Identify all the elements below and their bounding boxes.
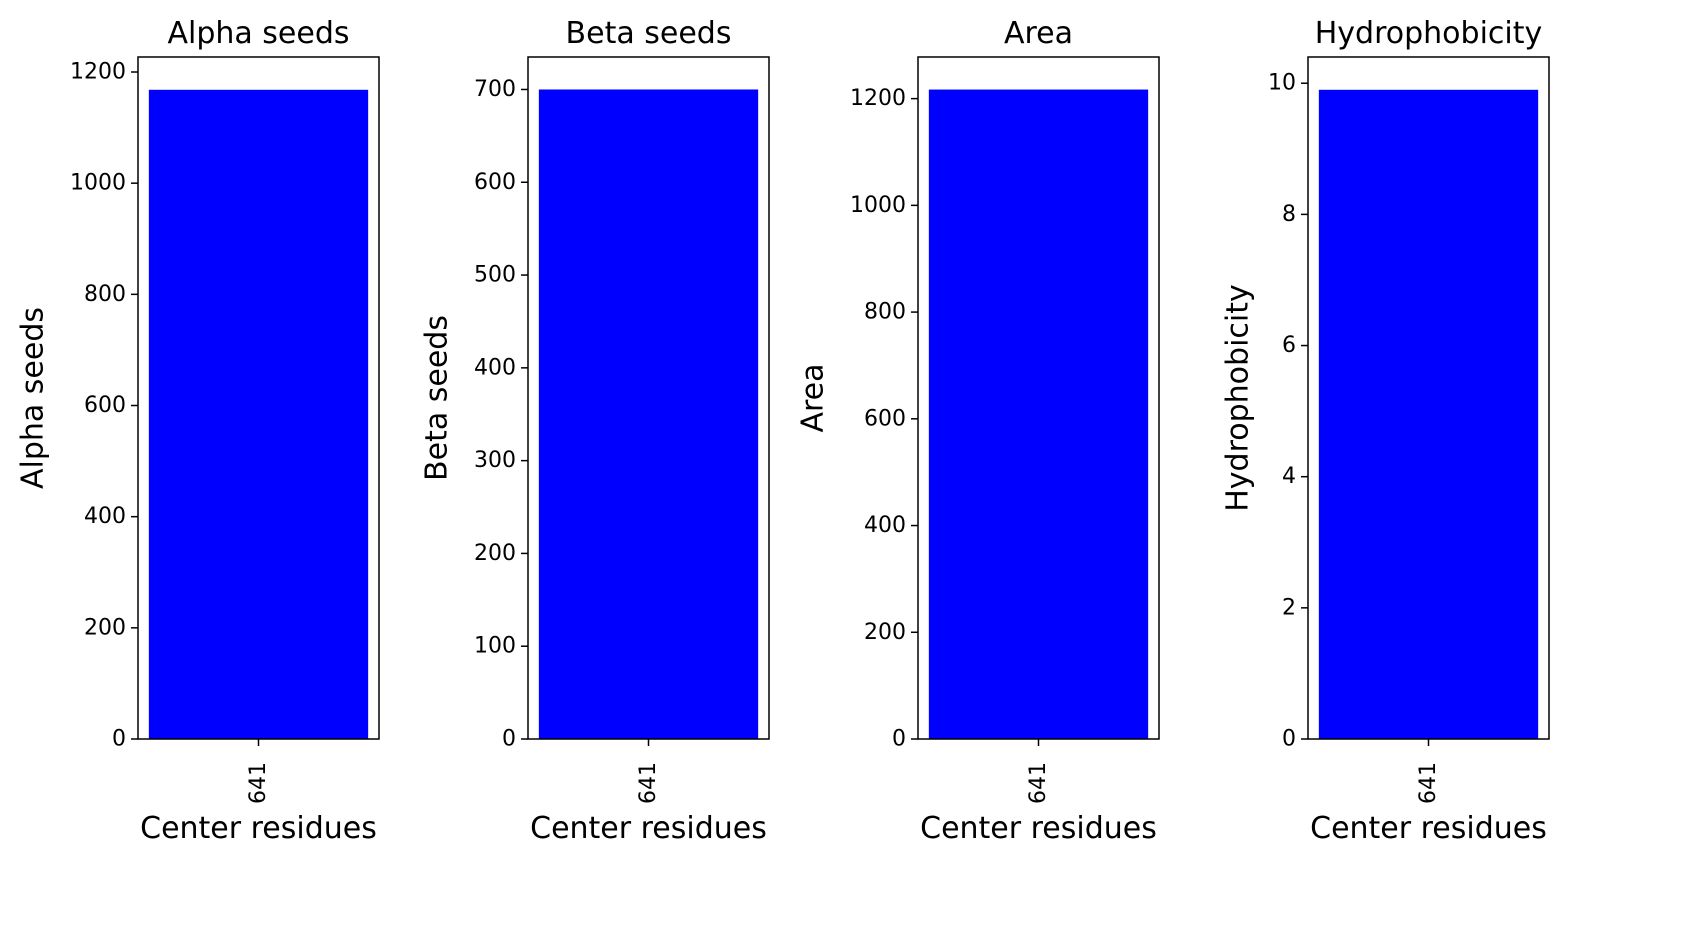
bar-641	[148, 89, 369, 739]
y-tick-label: 10	[1268, 71, 1296, 96]
y-tick-label: 400	[84, 504, 126, 529]
y-tick-label: 6	[1282, 333, 1296, 358]
x-axis-label: Center residues	[140, 811, 377, 846]
y-tick-label: 600	[474, 170, 516, 195]
chart-panel-3: 641 0 200 400 600 800 1000 1200 Area Center resid…	[796, 16, 1160, 846]
y-tick-label: 4	[1282, 464, 1296, 489]
y-tick-label: 1200	[70, 60, 126, 85]
y-tick-label: 0	[502, 727, 516, 752]
y-tick-label: 8	[1282, 202, 1296, 227]
y-tick-label: 0	[112, 727, 126, 752]
y-tick-label: 600	[84, 393, 126, 418]
y-tick-label: 400	[474, 355, 516, 380]
y-tick-label: 800	[864, 300, 906, 325]
x-axis-label: Center residues	[1310, 811, 1547, 846]
x-tick-label: 641	[246, 762, 271, 804]
y-tick-label: 200	[474, 541, 516, 566]
panel-title: Beta seeds	[566, 16, 732, 51]
panel-title: Area	[1004, 16, 1073, 51]
x-tick-label: 641	[1026, 762, 1051, 804]
y-tick-label: 1200	[850, 86, 906, 111]
y-tick-label: 800	[84, 282, 126, 307]
axes-frame	[1307, 56, 1550, 740]
axes-frame	[917, 56, 1160, 740]
y-tick-label: 0	[1282, 727, 1296, 752]
y-tick-label: 2	[1282, 595, 1296, 620]
x-axis-label: Center residues	[530, 811, 767, 846]
bar-641	[928, 89, 1149, 739]
y-tick-label: 600	[864, 406, 906, 431]
y-tick-label: 300	[474, 448, 516, 473]
x-tick-label: 641	[636, 762, 661, 804]
chart-panel-4: 641 0 2 4 6 8 10 Hydrophobicity Center residues H…	[1221, 16, 1550, 846]
panel-title: Alpha seeds	[167, 16, 349, 51]
y-tick-label: 100	[474, 634, 516, 659]
axes-frame	[527, 56, 770, 740]
axes-frame	[137, 56, 380, 740]
y-tick-label: 400	[864, 513, 906, 538]
chart-panel-1: 641 0 200 400 600 800 1000 1200 Alpha seeds Cente…	[16, 16, 380, 846]
bar-641	[1318, 89, 1539, 740]
bar-641	[538, 89, 759, 739]
y-tick-label: 500	[474, 263, 516, 288]
y-tick-label: 0	[892, 727, 906, 752]
panel-title: Hydrophobicity	[1315, 16, 1543, 51]
y-axis-label: Beta seeds	[420, 315, 455, 481]
y-tick-label: 1000	[70, 171, 126, 196]
y-axis-label: Area	[796, 363, 831, 432]
y-tick-label: 200	[84, 615, 126, 640]
y-tick-label: 1000	[850, 193, 906, 218]
y-tick-label: 700	[474, 77, 516, 102]
x-axis-label: Center residues	[920, 811, 1157, 846]
y-axis-label: Hydrophobicity	[1221, 284, 1256, 512]
y-axis-label: Alpha seeds	[16, 307, 51, 489]
x-tick-label: 641	[1416, 762, 1441, 804]
chart-panel-2: 641 0 100 200 300 400 500 600 700 Beta seeds Cente…	[420, 16, 770, 846]
y-tick-label: 200	[864, 620, 906, 645]
